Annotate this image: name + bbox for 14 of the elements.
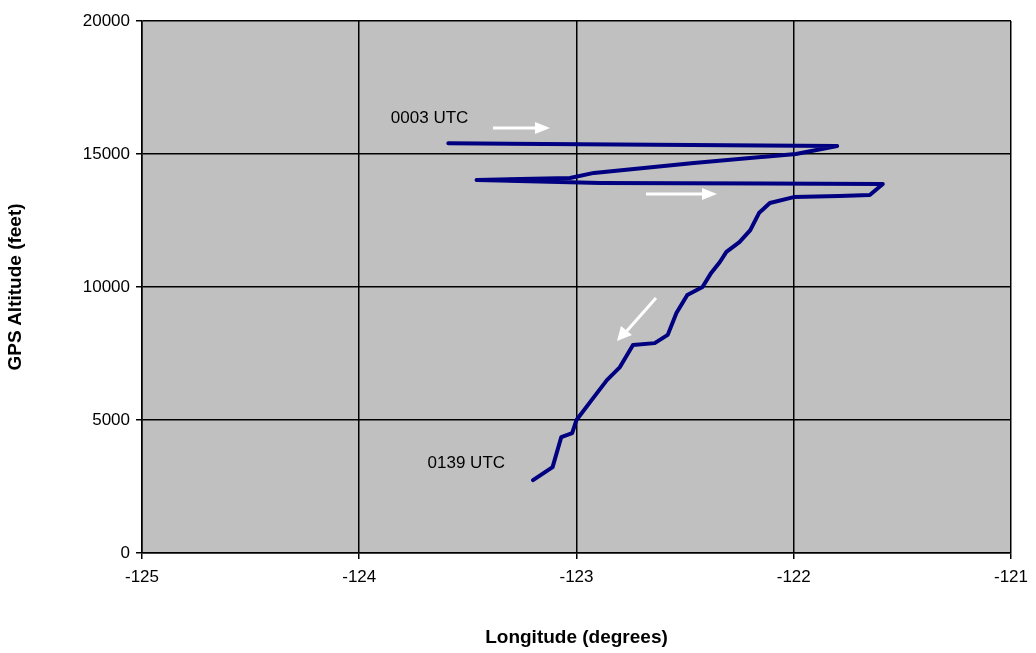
x-tick-label: -121 bbox=[993, 566, 1028, 586]
x-axis-title: Longitude (degrees) bbox=[485, 625, 668, 647]
x-tick-label: -123 bbox=[559, 566, 594, 586]
x-tick-label: -125 bbox=[124, 566, 160, 586]
y-tick-label: 20000 bbox=[82, 10, 130, 30]
x-tick-label: -122 bbox=[776, 566, 811, 586]
y-tick-label: 0 bbox=[120, 542, 130, 562]
annotation: 0003 UTC bbox=[390, 108, 469, 128]
x-tick-label: -124 bbox=[342, 566, 377, 586]
annotation: 0139 UTC bbox=[427, 452, 506, 472]
y-axis-title: GPS Altitude (feet) bbox=[3, 203, 25, 371]
y-tick-label: 15000 bbox=[82, 143, 130, 163]
y-tick-label: 10000 bbox=[82, 276, 130, 296]
y-tick-label: 5000 bbox=[92, 409, 130, 429]
